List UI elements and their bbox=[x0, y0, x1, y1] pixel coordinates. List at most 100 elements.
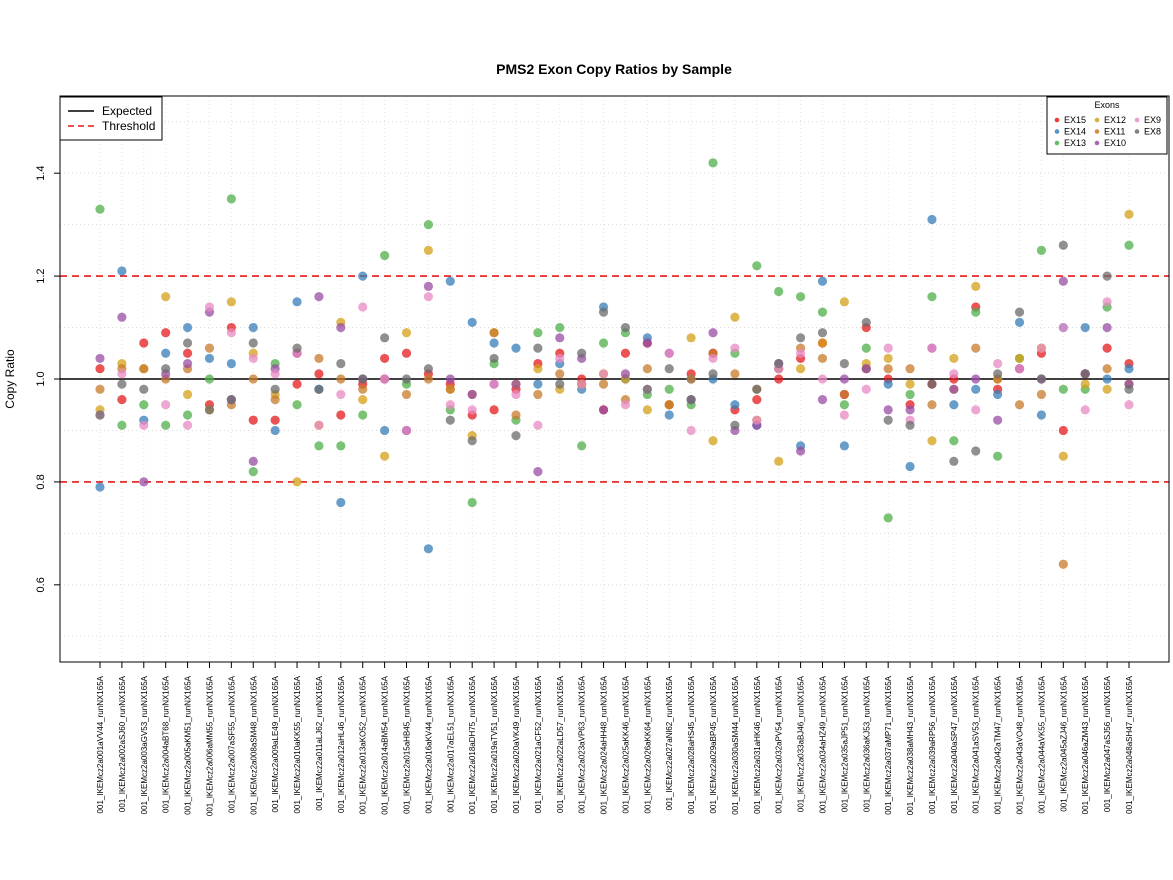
data-point bbox=[358, 271, 368, 281]
data-point bbox=[795, 364, 806, 374]
data-point bbox=[598, 379, 609, 389]
x-tick-label: 001_IKEMcz2a018aDH75_runNX165A bbox=[468, 675, 477, 814]
data-point bbox=[380, 333, 390, 343]
x-tick-label: 001_IKEMcz2a025aKK46_runNX165A bbox=[621, 675, 630, 813]
data-point bbox=[686, 425, 696, 436]
data-point bbox=[511, 410, 521, 420]
data-point bbox=[883, 353, 893, 364]
data-point bbox=[226, 328, 236, 338]
data-point bbox=[204, 343, 215, 353]
data-point bbox=[314, 441, 324, 451]
data-point bbox=[489, 353, 499, 364]
x-tick-label: 001_IKEMcz2a033aBJ46_runNX165A bbox=[797, 675, 806, 812]
data-point bbox=[905, 364, 915, 374]
data-point bbox=[95, 410, 105, 420]
data-point bbox=[95, 204, 105, 214]
x-tick-label: 001_IKEMcz2a040aSP47_runNX165A bbox=[950, 675, 959, 813]
data-point bbox=[117, 379, 127, 389]
data-point bbox=[358, 302, 368, 312]
data-point bbox=[686, 394, 696, 405]
x-tick-label: 001_IKEMcz2a006aMM55_runNX165A bbox=[205, 675, 214, 816]
data-point bbox=[1058, 451, 1068, 461]
data-point bbox=[467, 317, 477, 327]
exon-legend-box bbox=[1046, 96, 1168, 155]
data-point bbox=[139, 400, 149, 410]
y-tick-label: 0.6 bbox=[35, 577, 47, 592]
data-point bbox=[248, 322, 258, 333]
data-point bbox=[1080, 369, 1090, 379]
exon-legend-swatch bbox=[1094, 129, 1100, 134]
data-point bbox=[817, 353, 828, 364]
data-point bbox=[161, 292, 171, 302]
data-point bbox=[1036, 389, 1047, 400]
data-point bbox=[533, 364, 543, 374]
data-point bbox=[817, 394, 828, 405]
x-tick-label: 001_IKEMcz2a016aKV44_runNX165A bbox=[424, 675, 433, 813]
data-point bbox=[883, 379, 893, 389]
data-point bbox=[1124, 240, 1134, 250]
x-tick-label: 001_IKEMcz2a041aSV53_runNX165A bbox=[972, 675, 981, 813]
data-point bbox=[927, 343, 937, 353]
data-point bbox=[927, 400, 937, 410]
data-point bbox=[314, 384, 324, 394]
data-point bbox=[642, 405, 652, 415]
data-point bbox=[314, 292, 324, 302]
data-point bbox=[795, 333, 806, 343]
data-point bbox=[708, 328, 718, 338]
data-point bbox=[817, 338, 828, 348]
data-point bbox=[139, 364, 149, 374]
data-point bbox=[423, 364, 434, 374]
data-point bbox=[708, 369, 718, 379]
x-tick-label: 001_IKEMcz2a045aZJ46_runNX165A bbox=[1059, 675, 1068, 811]
data-point bbox=[401, 328, 412, 338]
data-point bbox=[380, 425, 390, 436]
data-point bbox=[95, 353, 105, 364]
x-tick-label: 001_IKEMcz2a039aRP56_runNX165A bbox=[928, 675, 937, 814]
data-point bbox=[686, 374, 696, 384]
data-point bbox=[1102, 297, 1112, 307]
data-point bbox=[620, 369, 631, 379]
y-tick-label: 1.4 bbox=[35, 166, 47, 181]
data-point bbox=[708, 353, 718, 364]
chart-title: PMS2 Exon Copy Ratios by Sample bbox=[496, 61, 732, 77]
data-point bbox=[423, 245, 434, 255]
data-point bbox=[533, 328, 543, 338]
data-point bbox=[927, 379, 937, 389]
x-tick-label: 001_IKEMcz2a036aKJ53_runNX165A bbox=[862, 675, 871, 812]
data-point bbox=[620, 400, 631, 410]
data-point bbox=[795, 348, 806, 358]
exon-legend-label: EX8 bbox=[1144, 127, 1161, 137]
data-point bbox=[817, 328, 828, 338]
data-point bbox=[861, 384, 871, 394]
data-point bbox=[1102, 343, 1112, 353]
exon-legend-swatch bbox=[1134, 117, 1140, 123]
x-tick-label: 001_IKEMcz2a001aVV44_runNX165A bbox=[96, 675, 105, 813]
data-point bbox=[226, 394, 236, 405]
data-point bbox=[292, 400, 302, 410]
series-ex13 bbox=[95, 158, 1134, 523]
x-tick-label: 001_IKEMcz2a011aLJ62_runNX165A bbox=[315, 675, 324, 810]
data-point bbox=[182, 358, 193, 369]
data-point bbox=[161, 348, 171, 358]
data-point bbox=[752, 415, 762, 425]
data-point bbox=[1036, 343, 1047, 353]
x-tick-label: 001_IKEMcz2a037aMP71_runNX165A bbox=[884, 675, 893, 814]
line-legend-label: Expected bbox=[102, 104, 152, 118]
data-point bbox=[1102, 374, 1112, 384]
data-point bbox=[161, 400, 171, 410]
data-point bbox=[336, 410, 346, 420]
data-point bbox=[533, 379, 543, 389]
data-point bbox=[642, 338, 652, 348]
exon-legend-swatch bbox=[1094, 140, 1100, 146]
line-legend-label: Threshold bbox=[102, 119, 155, 133]
data-point bbox=[467, 389, 477, 400]
data-point bbox=[358, 374, 368, 384]
x-tick-label: 001_IKEMcz2a012aHL46_runNX165A bbox=[337, 675, 346, 813]
data-point bbox=[861, 364, 871, 374]
data-point bbox=[1014, 353, 1025, 364]
data-point bbox=[401, 374, 412, 384]
data-point bbox=[577, 348, 587, 358]
exon-legend-label: EX13 bbox=[1064, 138, 1086, 148]
data-point bbox=[555, 333, 565, 343]
